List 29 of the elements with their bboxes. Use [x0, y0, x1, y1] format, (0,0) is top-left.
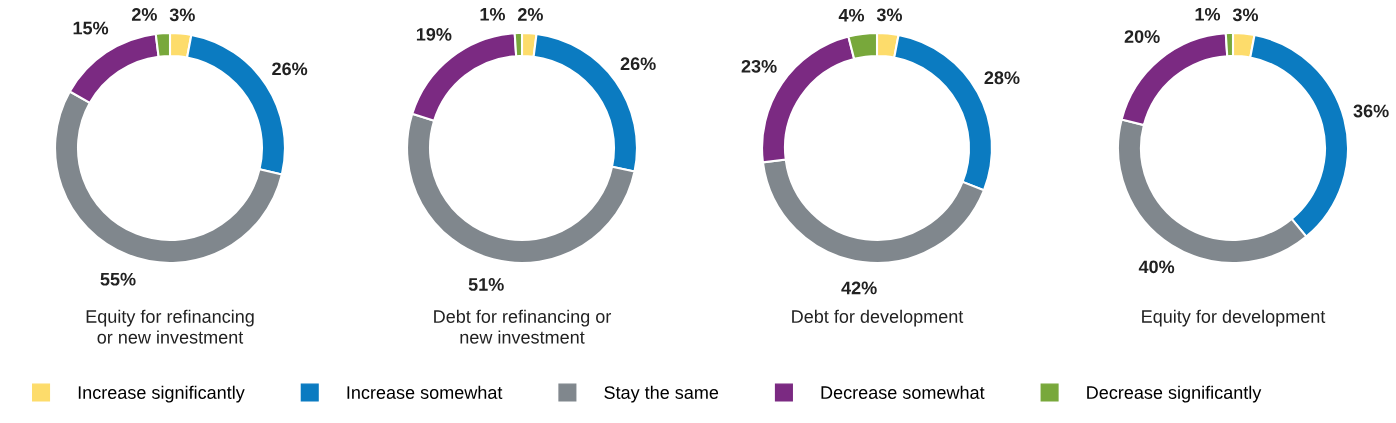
- data-label: 4%: [838, 8, 865, 22]
- data-label: 1%: [480, 7, 506, 21]
- data-label: 3%: [169, 8, 195, 22]
- legend-label: Decrease significantly: [1087, 385, 1262, 403]
- data-label: 3%: [876, 8, 903, 22]
- data-label: 19%: [416, 27, 452, 41]
- text: Equity for development: [1142, 309, 1326, 327]
- data-label: 51%: [468, 278, 504, 291]
- data-label: 2%: [131, 8, 157, 21]
- data-label: 55%: [100, 272, 136, 286]
- data-label: 42%: [841, 281, 877, 295]
- data-label: 26%: [620, 57, 656, 71]
- data-label: 2%: [517, 8, 543, 21]
- legend-label: Increase somewhat: [347, 385, 503, 399]
- legend-label: Decrease somewhat: [821, 385, 985, 399]
- text: Debt for development: [792, 309, 964, 327]
- data-label: 40%: [1138, 260, 1175, 274]
- data-label: 15%: [73, 21, 109, 35]
- data-label: 28%: [984, 71, 1020, 85]
- data-label: 26%: [272, 62, 308, 76]
- legend-label: Increase significantly: [78, 385, 245, 403]
- data-label: 36%: [1353, 104, 1389, 118]
- data-label: 23%: [741, 59, 777, 73]
- text: Equity for refinancing or new investment: [86, 309, 254, 344]
- text: Debt for refinancing or new investment: [434, 309, 612, 344]
- legend-label: Stay the same: [604, 385, 719, 403]
- data-label: 1%: [1195, 7, 1221, 21]
- data-label: 20%: [1124, 30, 1160, 43]
- data-label: 3%: [1232, 8, 1259, 22]
